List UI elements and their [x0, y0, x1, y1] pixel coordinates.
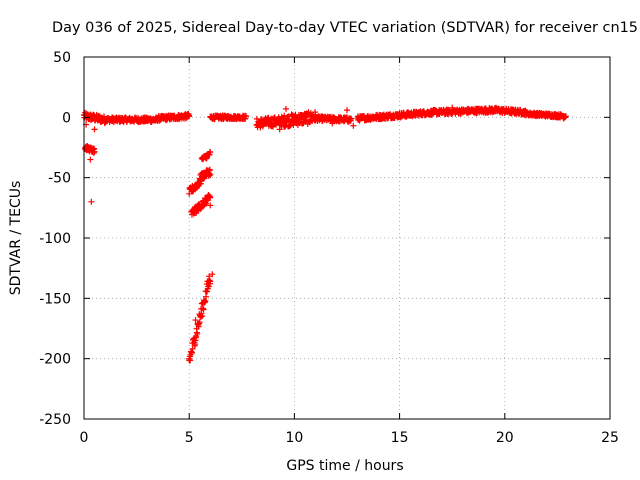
data-point — [329, 120, 336, 127]
data-point — [350, 122, 357, 129]
y-tick-label: -50 — [48, 171, 71, 187]
data-point — [203, 293, 210, 300]
data-point — [449, 104, 456, 111]
data-point — [207, 278, 214, 285]
data-point — [276, 126, 283, 133]
x-tick-label: 0 — [80, 430, 89, 446]
data-point — [186, 355, 193, 362]
y-tick-label: -250 — [39, 412, 71, 428]
data-point — [198, 310, 205, 317]
data-point — [88, 198, 95, 205]
data-point — [344, 107, 350, 114]
y-tick-label: -100 — [39, 231, 71, 247]
x-axis-label: GPS time / hours — [286, 458, 403, 474]
y-tick-label: -150 — [39, 291, 71, 307]
data-point — [282, 105, 289, 112]
x-tick-label: 20 — [496, 430, 514, 446]
data-point — [204, 288, 211, 295]
data-point — [196, 319, 203, 326]
data-point — [560, 115, 567, 122]
data-point — [196, 320, 203, 327]
x-tick-label: 5 — [185, 430, 194, 446]
data-point — [281, 112, 288, 119]
data-point — [186, 113, 193, 120]
y-tick-label: -200 — [39, 352, 71, 368]
data-point — [243, 113, 250, 120]
data-point — [189, 349, 196, 356]
chart-title: Day 036 of 2025, Sidereal Day-to-day VTE… — [52, 20, 638, 36]
y-tick-label: 50 — [53, 50, 71, 66]
data-point — [87, 156, 94, 163]
data-point — [209, 271, 216, 278]
y-axis-label: SDTVAR / TECUs — [8, 181, 24, 296]
data-point — [202, 298, 209, 305]
x-tick-label: 15 — [391, 430, 409, 446]
data-point — [192, 317, 199, 324]
data-point — [207, 194, 214, 201]
data-point — [200, 306, 207, 313]
data-point — [285, 113, 292, 120]
data-point — [207, 171, 214, 178]
data-point — [189, 345, 196, 352]
x-tick-label: 25 — [601, 430, 619, 446]
data-point — [199, 305, 206, 312]
data-points — [81, 104, 569, 364]
data-point — [199, 313, 206, 320]
y-tick-label: 0 — [62, 110, 71, 126]
data-point — [207, 149, 214, 156]
data-point — [348, 115, 355, 122]
data-point — [206, 166, 213, 173]
data-point — [91, 148, 98, 155]
data-point — [91, 126, 98, 133]
data-point — [194, 330, 201, 337]
x-tick-label: 10 — [285, 430, 303, 446]
axes: 0 5 10 15 20 25 50 0 -50 -100 -150 -200 -250 — [39, 50, 619, 446]
data-point — [207, 202, 214, 209]
